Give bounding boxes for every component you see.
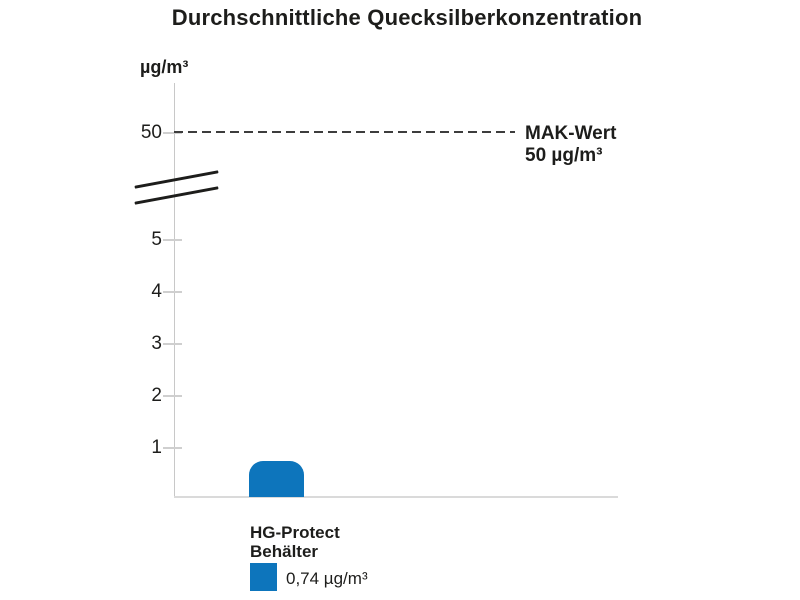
tick-mark-4 bbox=[163, 291, 182, 293]
axis-break-mark-top bbox=[134, 170, 218, 188]
tick-label-3: 3 bbox=[110, 334, 162, 354]
y-axis-unit-label: µg/m³ bbox=[140, 57, 188, 78]
mak-reference-dashed-line bbox=[174, 131, 515, 133]
tick-mark-1 bbox=[163, 447, 182, 449]
chart-canvas: Durchschnittliche Quecksilberkonzentrati… bbox=[0, 0, 800, 600]
x-axis-line bbox=[174, 496, 618, 498]
mak-reference-label: MAK-Wert 50 µg/m³ bbox=[525, 123, 616, 167]
tick-mark-5 bbox=[163, 239, 182, 241]
category-label: HG-Protect Behälter bbox=[250, 523, 340, 561]
category-label-line1: HG-Protect bbox=[250, 523, 340, 542]
tick-label-5: 5 bbox=[110, 230, 162, 250]
legend-swatch bbox=[250, 563, 277, 591]
tick-label-50: 50 bbox=[110, 123, 162, 143]
mak-label-line2: 50 µg/m³ bbox=[525, 145, 616, 167]
axis-break-mark-bottom bbox=[134, 186, 218, 204]
tick-label-4: 4 bbox=[110, 282, 162, 302]
y-axis-line bbox=[174, 83, 175, 497]
tick-mark-2 bbox=[163, 395, 182, 397]
tick-label-1: 1 bbox=[110, 438, 162, 458]
bar-hg-protect bbox=[249, 461, 304, 497]
chart-title: Durchschnittliche Quecksilberkonzentrati… bbox=[14, 5, 800, 31]
category-label-line2: Behälter bbox=[250, 542, 340, 561]
tick-mark-3 bbox=[163, 343, 182, 345]
mak-label-line1: MAK-Wert bbox=[525, 123, 616, 145]
tick-label-2: 2 bbox=[110, 386, 162, 406]
legend-value-label: 0,74 µg/m³ bbox=[286, 569, 368, 589]
